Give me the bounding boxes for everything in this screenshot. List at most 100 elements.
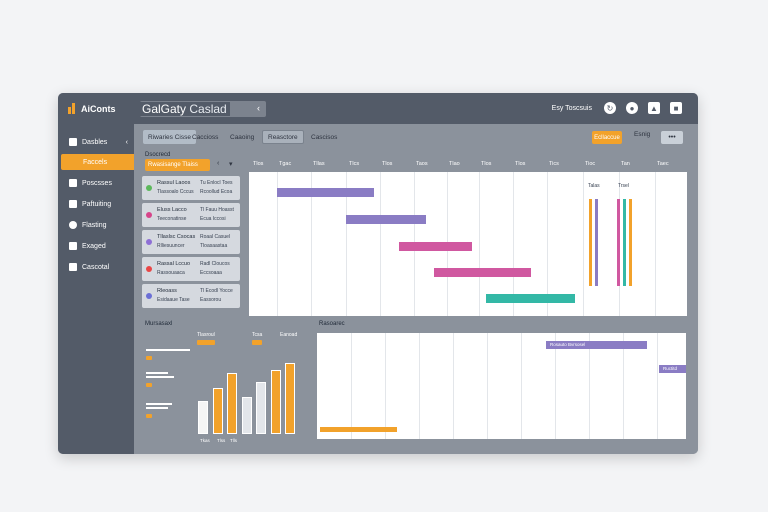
- chevron-left-icon[interactable]: ‹: [217, 160, 220, 167]
- task-meta2: Rcoollud Ecoa: [200, 189, 233, 195]
- sidebar-item-label: Faccels: [83, 158, 108, 166]
- gantt-gridline: [380, 172, 381, 316]
- secondary-action-button[interactable]: Esnig: [634, 131, 651, 138]
- stat-label: Tlasroul: [197, 332, 215, 338]
- timeline-gridline: [487, 333, 488, 439]
- milestone-bar[interactable]: [623, 199, 626, 286]
- tab-caccioss[interactable]: Caccioss: [187, 130, 223, 144]
- tab-riwaries[interactable]: Riwaries Cisse: [143, 130, 196, 144]
- bell-icon[interactable]: ▲: [648, 102, 660, 114]
- legend-line: [146, 349, 190, 351]
- legend-line: [146, 403, 172, 405]
- app-title: GalGaty Caslad: [140, 102, 230, 116]
- task-sub: Esidaaue Tase: [157, 297, 190, 303]
- gantt-bar[interactable]: [486, 294, 575, 303]
- lock-icon[interactable]: ■: [670, 102, 682, 114]
- task-meta2: Eassorou: [200, 297, 222, 303]
- task-sub: Teeconatinse: [157, 216, 187, 222]
- gantt-column-label: Tan: [621, 161, 630, 167]
- task-name: Rassal Lccuo: [157, 261, 191, 267]
- gantt-column-label: Tlos: [253, 161, 264, 167]
- tab-caaoing[interactable]: Caaoing: [225, 130, 259, 144]
- timeline-panel: Rasoarec Rosauto Bvrsosel Ructitd: [317, 318, 698, 454]
- milestone-bar[interactable]: [629, 199, 632, 286]
- sidebar-item-paftuiting[interactable]: Paftuiting: [61, 196, 134, 212]
- task-meta2: Eccsoaaa: [200, 270, 222, 276]
- milestone-bar[interactable]: [617, 199, 620, 286]
- tab-reasctore[interactable]: Reasctore: [262, 130, 304, 144]
- gantt-column-label: Tlos: [382, 161, 393, 167]
- dashboard-icon: [69, 138, 77, 146]
- milestone-bar[interactable]: [589, 199, 592, 286]
- stats-bar[interactable]: [227, 373, 237, 434]
- stats-bar[interactable]: [241, 397, 252, 434]
- sidebar-item-flasting[interactable]: Flasting: [61, 217, 134, 233]
- timeline-bar[interactable]: Rosauto Bvrsosel: [546, 341, 647, 349]
- stat-value-pill: [197, 340, 215, 345]
- legend-swatch: [146, 383, 152, 387]
- gantt-bar[interactable]: [277, 188, 374, 197]
- document-icon: [69, 263, 77, 271]
- status-dot: [146, 239, 152, 245]
- gantt-gridline: [346, 172, 347, 316]
- tab-label: Caaoing: [230, 133, 255, 141]
- status-dot: [146, 266, 152, 272]
- task-row[interactable]: Tllaslsc Csocas Rlliesuuncer Roaal Casue…: [142, 230, 240, 254]
- app-title-field[interactable]: GalGaty Caslad ‹: [140, 101, 266, 117]
- gantt-column-label: Tlcs: [349, 161, 360, 167]
- panel-title: Dsocrecd: [145, 152, 171, 158]
- task-name: Eluss Lacco: [157, 207, 187, 213]
- task-row[interactable]: Rleoass Esidaaue Tase Tl Ecodl Yocce Eas…: [142, 284, 240, 308]
- gantt-header: Tlos Tgac Tllas Tlcs Tlos Taos Tlao Tlos…: [249, 158, 687, 172]
- sidebar-item-dashboard[interactable]: Dasbles ‹: [61, 134, 134, 150]
- gantt-bar[interactable]: [346, 215, 426, 224]
- top-right-actions: Esy Toscsuis ↻ ● ▲ ■: [552, 102, 682, 114]
- sidebar-item-cascotal[interactable]: Cascotal: [61, 259, 134, 275]
- sidebar-item-poscsses[interactable]: Poscsses: [61, 175, 134, 191]
- sidebar-item-label: Flasting: [82, 221, 107, 229]
- milestone-bar[interactable]: [595, 199, 598, 286]
- gantt-bar[interactable]: [399, 242, 472, 251]
- timeline-bar[interactable]: Ructitd: [659, 365, 686, 373]
- stats-bar[interactable]: [270, 370, 281, 434]
- stats-bar[interactable]: [212, 388, 223, 434]
- refresh-icon[interactable]: ↻: [604, 102, 616, 114]
- stats-bar[interactable]: [256, 382, 266, 434]
- milestone-label: Talas: [588, 183, 600, 189]
- primary-action-button[interactable]: Ecllaccue: [592, 131, 622, 144]
- sidebar-item-label: Exaged: [82, 242, 106, 250]
- chart-icon: [69, 242, 77, 250]
- chevron-left-icon[interactable]: ‹: [257, 103, 260, 113]
- timeline-bar-label: Rosauto Bvrsosel: [550, 342, 586, 347]
- stat-value-pill: [252, 340, 262, 345]
- task-meta: Tu Enlocl Toes: [200, 180, 233, 186]
- gantt-column-label: Tlos: [515, 161, 526, 167]
- chevron-down-icon[interactable]: ▾: [229, 161, 233, 168]
- task-filter[interactable]: Rwasisange Tlaiss: [145, 159, 210, 171]
- more-options-button[interactable]: •••: [661, 131, 683, 144]
- status-dot: [146, 212, 152, 218]
- user-icon[interactable]: ●: [626, 102, 638, 114]
- stats-panel: Mursasaxl Tlasroul Tcsa Eanoad Tkas Tlss…: [134, 318, 311, 454]
- task-row[interactable]: Rassal Lccuo Rassouaaca Radl Cloucos Ecc…: [142, 257, 240, 281]
- sidebar-item-faccels[interactable]: Faccels: [61, 154, 134, 170]
- sidebar-item-exaged[interactable]: Exaged: [61, 238, 134, 254]
- logo[interactable]: AiConts: [68, 103, 116, 114]
- axis-label: Tlss: [217, 438, 226, 443]
- axis-label: Tlls: [230, 438, 237, 443]
- gantt-gridline: [479, 172, 480, 316]
- gantt-chart: Tlos Tgac Tllas Tlcs Tlos Taos Tlao Tlos…: [249, 158, 687, 316]
- chevron-left-icon[interactable]: ‹: [125, 138, 128, 146]
- gantt-bar[interactable]: [434, 268, 531, 277]
- task-name: Rleoass: [157, 288, 177, 294]
- stats-bar[interactable]: [285, 363, 295, 434]
- timeline-gridline: [385, 333, 386, 439]
- tab-label: Cascisos: [311, 133, 338, 141]
- tab-cascisos[interactable]: Cascisos: [306, 130, 342, 144]
- timeline-bar[interactable]: [320, 427, 397, 432]
- task-row[interactable]: Rassul Laoos Tlassoalo Cccus Tu Enlocl T…: [142, 176, 240, 200]
- task-row[interactable]: Eluss Lacco Teeconatinse Tl Fauu Hoasst …: [142, 203, 240, 227]
- app-title-field-text: Caslad: [189, 102, 227, 116]
- stats-bar[interactable]: [198, 401, 208, 434]
- task-meta2: Ecua Iccosi: [200, 216, 226, 222]
